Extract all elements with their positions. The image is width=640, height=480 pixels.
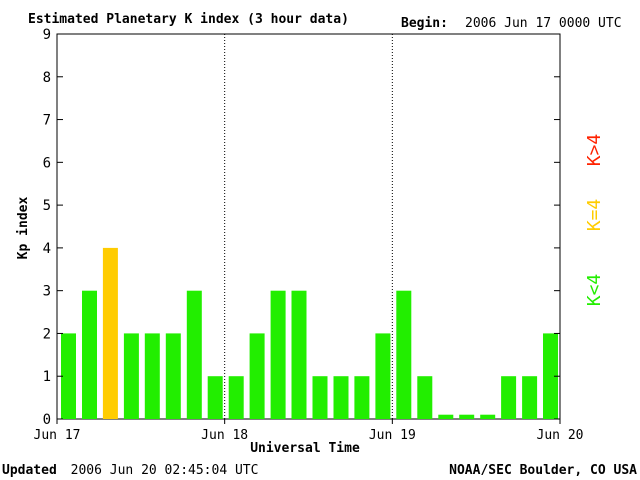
y-tick-label: 5 [43, 198, 51, 214]
legend-item-k-below-4: K<4 [584, 274, 605, 307]
bar [291, 290, 307, 419]
begin-label: Begin: [401, 16, 448, 31]
y-tick-label: 3 [43, 284, 51, 300]
y-tick-label: 2 [43, 326, 51, 342]
bar [270, 290, 286, 419]
bar [522, 376, 538, 419]
x-tick-label: Jun 20 [537, 428, 584, 443]
bar [417, 376, 433, 419]
y-tick-label: 7 [43, 113, 51, 129]
bar [82, 290, 97, 419]
x-tick-label: Jun 19 [369, 428, 416, 443]
y-tick-label: 9 [43, 27, 51, 43]
bar [102, 247, 118, 419]
chart-title: Estimated Planetary K index (3 hour data… [28, 12, 349, 27]
footer-updated: Updated 2006 Jun 20 02:45:04 UTC [2, 463, 258, 478]
updated-value: 2006 Jun 20 02:45:04 UTC [71, 463, 259, 478]
legend-item-k-above-4: K>4 [584, 134, 605, 167]
x-tick-label: Jun 17 [34, 428, 81, 443]
bar [249, 333, 265, 419]
bar [186, 290, 202, 419]
bar [123, 333, 139, 419]
day-dividers [224, 34, 393, 419]
bar [375, 333, 391, 419]
bars-group [61, 247, 558, 419]
y-tick-label: 4 [43, 241, 51, 257]
y-axis-label: Kp index [16, 197, 31, 260]
y-tick-label: 0 [43, 412, 51, 428]
updated-label: Updated [2, 463, 57, 478]
bar [501, 376, 517, 419]
bar [543, 333, 558, 419]
x-tick-label: Jun 18 [201, 428, 248, 443]
y-axis: 0 1 2 3 4 5 6 7 8 9 [43, 27, 560, 428]
footer-source: NOAA/SEC Boulder, CO USA [449, 463, 637, 478]
legend-item-k-equal-4: K=4 [584, 199, 605, 232]
y-tick-label: 1 [43, 369, 51, 385]
x-axis-label: Universal Time [250, 441, 360, 456]
y-tick-label: 8 [43, 70, 51, 86]
bar [144, 333, 160, 419]
bar [207, 376, 223, 419]
begin-value: 2006 Jun 17 0000 UTC [465, 16, 622, 31]
bar [312, 376, 328, 419]
legend: K<4 K=4 K>4 [584, 134, 605, 307]
y-tick-label: 6 [43, 155, 51, 171]
x-axis: Jun 17 Jun 18 Jun 19 Jun 20 [34, 419, 584, 443]
bar [459, 414, 475, 419]
bar [354, 376, 370, 419]
bar [480, 414, 496, 419]
bar [228, 376, 244, 419]
bar [396, 290, 412, 419]
plot-frame [56, 33, 561, 420]
bar [61, 333, 76, 419]
bar [438, 414, 454, 419]
bar [165, 333, 181, 419]
bar [333, 376, 349, 419]
